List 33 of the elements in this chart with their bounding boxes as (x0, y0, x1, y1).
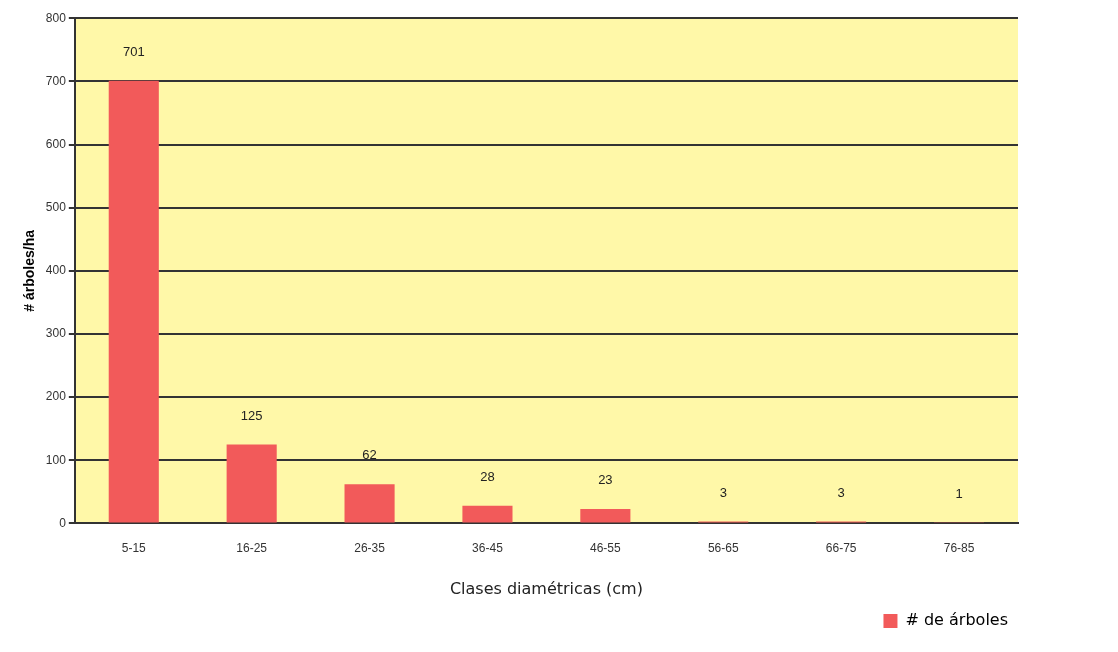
bar (462, 505, 513, 523)
x-tick-label: 36-45 (472, 540, 504, 555)
data-label: 125 (240, 407, 263, 423)
y-tick-label: 700 (45, 73, 67, 88)
bar (580, 508, 631, 523)
x-axis-title: Clases diamétricas (cm) (449, 578, 643, 598)
data-label: 28 (480, 468, 495, 484)
y-axis-title: # árboles/ha (21, 229, 38, 312)
bar (108, 80, 159, 523)
data-label: 3 (837, 484, 845, 500)
y-tick-label: 400 (45, 263, 67, 278)
x-tick-label: 16-25 (236, 540, 268, 555)
x-tick-label: 76-85 (943, 540, 975, 555)
data-label: 62 (362, 447, 377, 463)
legend-label: # de árboles (905, 610, 1008, 630)
y-tick-label: 500 (45, 199, 67, 214)
y-tick-label: 600 (45, 136, 67, 151)
x-tick-label: 46-55 (590, 540, 622, 555)
data-label: 3 (719, 484, 727, 500)
data-label: 701 (122, 43, 145, 59)
x-tick-label: 66-75 (825, 540, 857, 555)
y-tick-label: 800 (45, 10, 67, 25)
y-tick-label: 300 (45, 326, 67, 341)
bar (226, 444, 277, 523)
data-label: 1 (955, 485, 963, 501)
data-label: 23 (598, 471, 613, 487)
x-tick-label: 26-35 (354, 540, 386, 555)
y-tick-label: 100 (45, 452, 67, 467)
y-tick-label: 200 (45, 389, 67, 404)
bar (344, 484, 395, 523)
y-tick-label: 0 (59, 515, 67, 530)
x-tick-label: 5-15 (121, 540, 147, 555)
x-tick-label: 56-65 (707, 540, 739, 555)
